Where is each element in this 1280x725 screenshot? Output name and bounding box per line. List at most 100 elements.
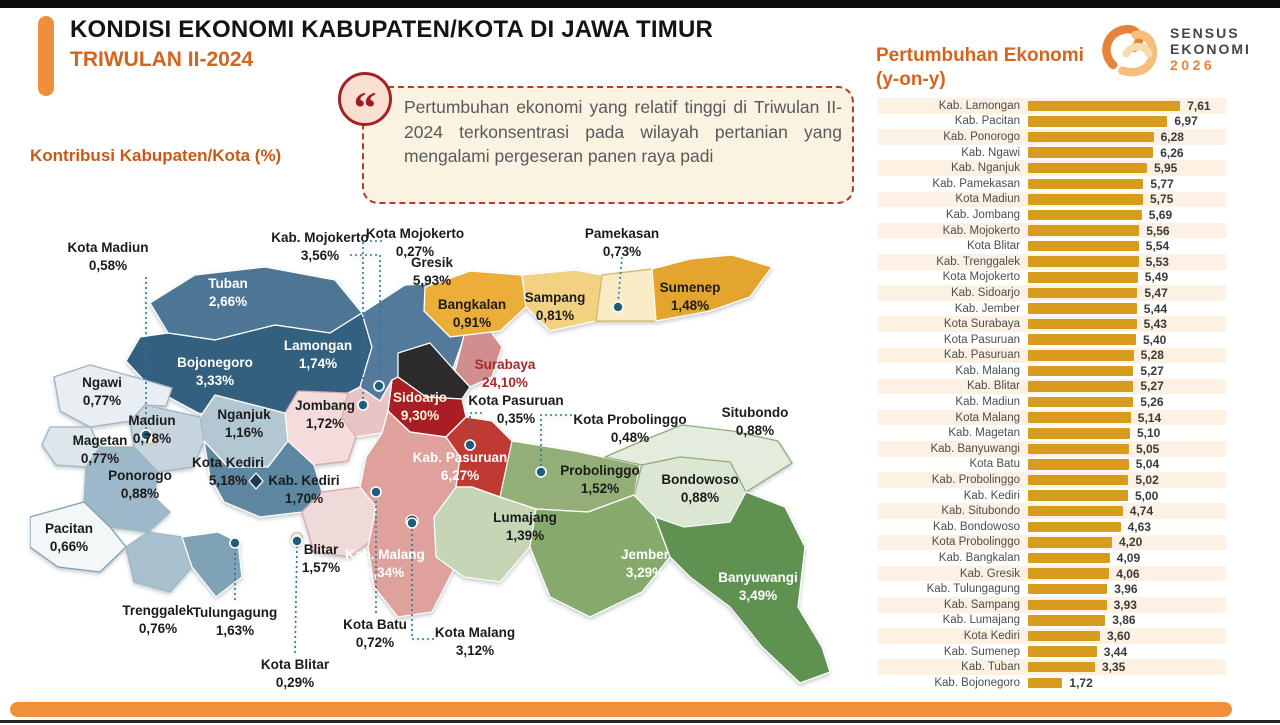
chart-row-value: 5,00	[1135, 488, 1159, 503]
chart-row-bar	[1028, 443, 1129, 455]
map-region-name: Kota Mojokerto	[365, 226, 465, 241]
chart-row-bar	[1028, 615, 1106, 626]
map-region-name: Kab. Malang	[345, 547, 425, 562]
chart-row-bar	[1028, 490, 1128, 501]
chart-row: Kab. Pamekasan 5,77	[878, 176, 1226, 192]
map-region-label: Lamongan 1,74%	[284, 337, 352, 373]
map-region-label: Bojonegoro 3,33%	[177, 354, 253, 390]
chart-row-bar	[1028, 334, 1136, 345]
chart-row-label: Kab. Lamongan	[938, 99, 1020, 112]
map-region-name: Kota Blitar	[260, 657, 330, 672]
chart-row: Kab. Nganjuk 5,95	[878, 160, 1226, 176]
map-region-value: 0,77%	[80, 451, 120, 467]
chart-row-bar	[1028, 583, 1108, 595]
chart-row-label: Kab. Kediri	[963, 489, 1020, 502]
chart-row-value: 5,10	[1137, 426, 1161, 441]
map-region-value: 4,34%	[365, 565, 405, 581]
chart-row-value: 5,47	[1144, 285, 1168, 300]
map-region-value: 0,91%	[452, 315, 492, 331]
chart-row-bar	[1028, 131, 1154, 143]
chart-row-bar	[1028, 147, 1154, 158]
chart-row-label: Kab. Ngawi	[961, 146, 1020, 159]
leader-dot	[370, 486, 382, 498]
quote-icon: “	[338, 72, 392, 133]
top-black-strip	[0, 0, 1280, 8]
chart-row: Kab. Lamongan 7,61	[878, 98, 1226, 114]
map-region-label: Kota Mojokerto 0,27%	[366, 225, 464, 261]
chart-row: Kab. Kediri 5,00	[878, 488, 1226, 504]
chart-row-bar	[1028, 116, 1168, 127]
leader-dot	[612, 301, 624, 313]
map-region-name: Blitar	[303, 542, 339, 557]
map-region-label: Kab. Malang 4,34%	[345, 546, 425, 582]
chart-row-bar	[1028, 412, 1131, 423]
chart-row: Kab. Sampang 3,93	[878, 597, 1226, 613]
chart-row: Kab. Gresik 4,06	[878, 565, 1226, 582]
chart-row: Kab. Tulungagung 3,96	[878, 581, 1226, 597]
map-region-value: 0,77%	[82, 393, 122, 409]
chart-row-value: 5,04	[1135, 457, 1160, 472]
map-region-value: 3,29%	[625, 565, 665, 581]
chart-row-value: 5,14	[1137, 410, 1162, 425]
quote-marks-icon: “	[353, 82, 377, 133]
chart-row-label: Kota Batu	[969, 458, 1020, 471]
map-region-label: Kota Kediri 5,18%	[192, 454, 264, 490]
map-region-label: Kab. Pasuruan 6,27%	[413, 449, 508, 485]
map-region-label: Probolinggo 1,52%	[560, 462, 639, 498]
map-region-label: Kab. Mojokerto 3,56%	[271, 229, 369, 265]
chart-row: Kota Blitar 5,54	[878, 238, 1226, 254]
chart-row-label: Kota Malang	[955, 411, 1020, 424]
chart-row-label: Kab. Mojokerto	[942, 224, 1020, 237]
chart-row-bar	[1028, 521, 1121, 533]
leader-dot	[229, 537, 241, 549]
map-region-label: Kab. Kediri 1,70%	[268, 472, 339, 508]
map-region-value: 3,49%	[738, 588, 778, 604]
map-region-label: Lumajang 1,39%	[493, 509, 557, 545]
leader-dot	[357, 399, 369, 411]
chart-row-value: 5,28	[1140, 348, 1164, 363]
chart-row-bar	[1028, 505, 1123, 517]
chart-row-bar	[1028, 303, 1137, 314]
chart-row-value: 5,53	[1145, 254, 1169, 269]
chart-row-label: Kab. Malang	[955, 364, 1020, 377]
map-region-label: Tuban 2,66%	[208, 275, 248, 311]
map-region-name: Bojonegoro	[177, 355, 253, 370]
chart-row: Kab. Blitar 5,27	[878, 378, 1226, 395]
chart-row: Kab. Madiun 5,26	[878, 394, 1226, 410]
marker-kota-kediri	[248, 472, 264, 490]
chart-row-value: 4,63	[1127, 519, 1151, 534]
map-region-value: 1,52%	[580, 481, 620, 497]
map-region-name: Madiun	[128, 413, 176, 428]
chart-row-bar	[1028, 396, 1134, 408]
chart-row: Kab. Probolinggo 5,02	[878, 472, 1226, 488]
chart-row-value: 5,02	[1135, 473, 1159, 488]
chart-row-label: Kab. Madiun	[955, 396, 1020, 409]
map-region-value: 1,57%	[301, 560, 341, 576]
quote-box	[362, 86, 854, 204]
leader-dot	[464, 439, 476, 451]
leader-dot	[140, 429, 152, 441]
chart-row-label: Kab. Ponorogo	[943, 130, 1020, 143]
chart-row-label: Kab. Tuban	[961, 661, 1020, 674]
map-region-label: Blitar 1,57%	[302, 541, 340, 577]
chart-row-value: 3,93	[1113, 597, 1137, 612]
map-region-label: Banyuwangi 3,49%	[718, 569, 798, 605]
map-region-value: 0,66%	[49, 539, 89, 555]
map-region-label: Bondowoso 0,88%	[661, 471, 738, 507]
map-region-name: Bangkalan	[437, 297, 507, 312]
chart-row: Kab. Mojokerto 5,56	[878, 222, 1226, 239]
leader-line	[350, 254, 381, 383]
region-kab-madiun	[129, 404, 205, 473]
chart-row-bar	[1028, 599, 1107, 611]
map-region-label: Gresik 5,93%	[411, 254, 453, 290]
chart-row: Kota Mojokerto 5,49	[878, 270, 1226, 286]
chart-row-label: Kab. Magetan	[948, 427, 1020, 440]
chart-row-label: Kab. Pasuruan	[943, 349, 1020, 362]
chart-row-label: Kota Mojokerto	[942, 271, 1020, 284]
chart-row-value: 5,44	[1143, 301, 1168, 316]
map-region-value: 5,93%	[412, 273, 452, 289]
map-region-value: 2,66%	[208, 294, 248, 310]
region-kab-malang	[359, 410, 471, 618]
chart-row-value: 4,09	[1116, 551, 1141, 566]
map-region-name: Nganjuk	[217, 407, 271, 422]
